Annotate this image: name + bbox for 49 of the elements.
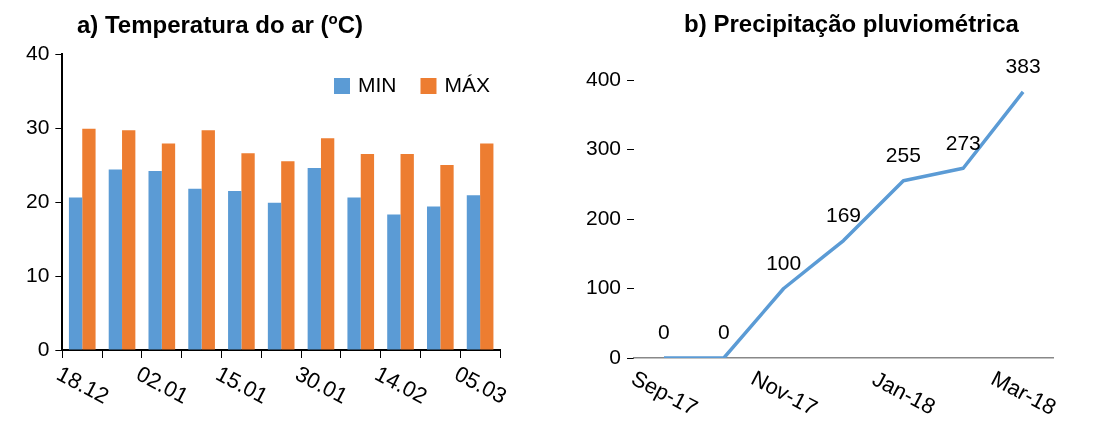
x-tick-label: 15.01 xyxy=(211,360,273,409)
bar xyxy=(440,165,454,350)
bar xyxy=(426,206,441,350)
y-tick-label: 0 xyxy=(609,344,622,368)
data-label: 273 xyxy=(945,130,981,154)
y-tick-label: 30 xyxy=(26,114,50,138)
bar xyxy=(281,161,295,350)
bar xyxy=(228,190,242,350)
y-tick-label: 10 xyxy=(26,262,50,286)
y-tick-label: 300 xyxy=(585,136,622,160)
bar xyxy=(307,167,321,350)
bar xyxy=(201,130,215,350)
chart-title: a) Temperatura do ar ($^{o}$C) xyxy=(75,10,365,39)
bar xyxy=(122,130,136,350)
bar xyxy=(68,197,83,350)
y-tick-label: 400 xyxy=(585,66,622,90)
data-label: 169 xyxy=(826,202,862,226)
data-label: 0 xyxy=(658,320,670,344)
data-label: 383 xyxy=(1005,54,1041,78)
bar xyxy=(387,214,401,350)
x-tick-label: 30.01 xyxy=(291,360,352,409)
chart-title: b) Precipitação pluviométrica xyxy=(683,10,1020,38)
bar xyxy=(347,197,361,350)
y-tick-label: 20 xyxy=(26,188,50,212)
y-tick-label: 100 xyxy=(585,275,622,299)
data-label: 0 xyxy=(717,320,730,344)
bar xyxy=(320,138,335,350)
x-tick-label: 14.02 xyxy=(371,360,432,409)
y-tick-label: 200 xyxy=(585,205,622,229)
y-tick-label: 40 xyxy=(26,40,50,64)
bar xyxy=(267,202,282,350)
data-label: 100 xyxy=(766,250,802,274)
bar xyxy=(480,143,494,350)
legend-label: MÁX xyxy=(444,72,491,96)
bar xyxy=(360,153,375,350)
bar xyxy=(466,195,481,350)
bar xyxy=(82,128,96,350)
bar xyxy=(400,153,414,350)
bar xyxy=(148,170,162,350)
x-tick-label: 05.03 xyxy=(450,360,511,409)
data-label: 255 xyxy=(885,143,921,167)
legend-label: MIN xyxy=(358,72,397,96)
bar xyxy=(161,143,176,350)
bar xyxy=(241,153,255,350)
x-tick-label: 18.12 xyxy=(52,360,114,409)
bar xyxy=(188,188,202,350)
x-tick-label: 02.01 xyxy=(132,360,193,409)
y-tick-label: 0 xyxy=(37,336,50,360)
bar xyxy=(108,169,123,350)
